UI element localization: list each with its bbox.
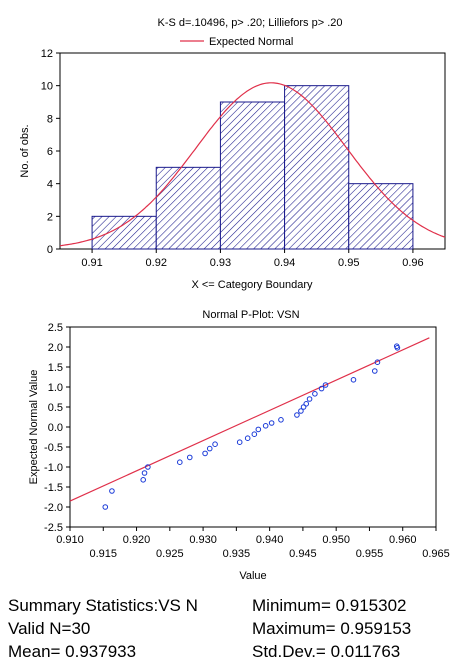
pplot-point [374, 359, 381, 366]
pplot-point [140, 477, 146, 483]
pplot-point [268, 420, 275, 426]
normal-p-plot: Normal P-Plot: VSN -2.5 -2.0 -1.5 -1.0 -0.5 0… [28, 309, 450, 582]
y-tick-label: -0.5 [44, 442, 63, 454]
pplot-point [177, 459, 183, 466]
x-tick-label: 0.950 [322, 534, 350, 546]
x-tick-label: 0.92 [146, 257, 167, 269]
histogram-chart: K-S d=.10496, p> .20; Lilliefors p> .20 … [19, 17, 446, 291]
summary-mean: Mean= 0.937933 [8, 642, 137, 661]
pplot-point [262, 423, 269, 429]
pplot-point [102, 504, 109, 510]
y-tick-label: 4 [47, 179, 53, 191]
pplot-x-label: Value [239, 570, 266, 582]
histogram-title: K-S d=.10496, p> .20; Lilliefors p> .20 [158, 17, 343, 29]
histogram-y-label: No. of obs. [19, 124, 31, 177]
expected-normal-curve [59, 82, 446, 247]
pplot-point [303, 401, 310, 407]
pplot-point [294, 412, 300, 418]
pplot-x-ticks: 0.910 0.920 0.930 0.940 0.950 0.960 0.915 0.925… [56, 527, 450, 560]
pplot-point [312, 391, 318, 397]
y-tick-label: -1.5 [44, 482, 63, 494]
y-tick-label: -2.5 [44, 522, 63, 534]
summary-stddev: Std.Dev.= 0.011763 [252, 642, 401, 661]
pplot-point [251, 431, 258, 438]
y-tick-label: 10 [41, 81, 53, 93]
pplot-point [371, 368, 378, 374]
pplot-point [394, 345, 401, 351]
x-tick-label: 0.915 [90, 548, 118, 560]
pplot-point [212, 441, 218, 448]
pplot-point [300, 404, 307, 410]
x-tick-label: 0.960 [389, 534, 417, 546]
x-tick-label: 0.940 [256, 534, 284, 546]
pplot-point [145, 464, 151, 470]
x-tick-label: 0.930 [189, 534, 217, 546]
y-tick-label: 2 [47, 211, 53, 223]
pplot-point [244, 435, 251, 442]
histogram-bar [284, 85, 350, 250]
pplot-point [236, 439, 243, 446]
y-tick-label: 0.0 [48, 422, 63, 434]
pplot-point [202, 450, 208, 457]
x-tick-label: 0.96 [402, 257, 423, 269]
histogram-bar [91, 215, 157, 250]
legend-label: Expected Normal [209, 36, 293, 48]
y-tick-label: 1.5 [48, 362, 63, 374]
pplot-point [255, 426, 262, 433]
histogram-bar [348, 183, 414, 250]
y-tick-label: 0 [47, 244, 53, 256]
pplot-point [186, 454, 193, 461]
pplot-point [141, 470, 148, 476]
pplot-point [109, 488, 115, 494]
histogram-x-label: X <= Category Boundary [191, 279, 313, 291]
y-tick-label: -1.0 [44, 462, 63, 474]
pplot-title: Normal P-Plot: VSN [202, 309, 299, 321]
summary-minimum: Minimum= 0.915302 [252, 596, 407, 615]
y-tick-label: 2.0 [48, 342, 63, 354]
y-tick-label: 0.5 [48, 402, 63, 414]
histogram-y-ticks: 0 2 4 6 8 10 12 [41, 48, 60, 256]
y-tick-label: 8 [47, 113, 53, 125]
pplot-point [306, 396, 313, 402]
pplot-point [298, 408, 304, 414]
x-tick-label: 0.925 [156, 548, 184, 560]
x-tick-label: 0.965 [422, 548, 450, 560]
x-tick-label: 0.955 [356, 548, 384, 560]
pplot-plot-frame [69, 326, 437, 528]
histogram-x-ticks: 0.91 0.92 0.93 0.94 0.95 0.96 [81, 249, 424, 269]
x-tick-label: 0.94 [274, 257, 295, 269]
y-tick-label: -2.0 [44, 502, 63, 514]
y-tick-label: 2.5 [48, 322, 63, 334]
histogram-bar [155, 166, 221, 250]
histogram-bars [91, 85, 414, 250]
x-tick-label: 0.95 [338, 257, 359, 269]
x-tick-label: 0.945 [289, 548, 317, 560]
y-tick-label: 1.0 [48, 382, 63, 394]
y-tick-label: 6 [47, 146, 53, 158]
pplot-point [322, 382, 329, 388]
reference-line [69, 337, 430, 502]
pplot-y-ticks: -2.5 -2.0 -1.5 -1.0 -0.5 0.0 0.5 1.0 1.5 2.0 2.5 [44, 322, 70, 534]
y-tick-label: 12 [41, 48, 53, 60]
x-tick-label: 0.920 [123, 534, 151, 546]
summary-valid-n: Valid N=30 [8, 619, 91, 638]
summary-maximum: Maximum= 0.959153 [252, 619, 412, 638]
histogram-bar [219, 101, 286, 250]
x-tick-label: 0.910 [56, 534, 84, 546]
pplot-point [206, 445, 213, 452]
x-tick-label: 0.91 [81, 257, 102, 269]
pplot-y-label: Expected Normal Value [28, 370, 40, 485]
x-tick-label: 0.93 [210, 257, 231, 269]
pplot-point [278, 417, 284, 423]
x-tick-label: 0.935 [223, 548, 251, 560]
summary-title: Summary Statistics:VS N [8, 596, 198, 615]
pplot-points [102, 343, 401, 510]
pplot-point [318, 385, 325, 392]
pplot-point [350, 377, 357, 383]
